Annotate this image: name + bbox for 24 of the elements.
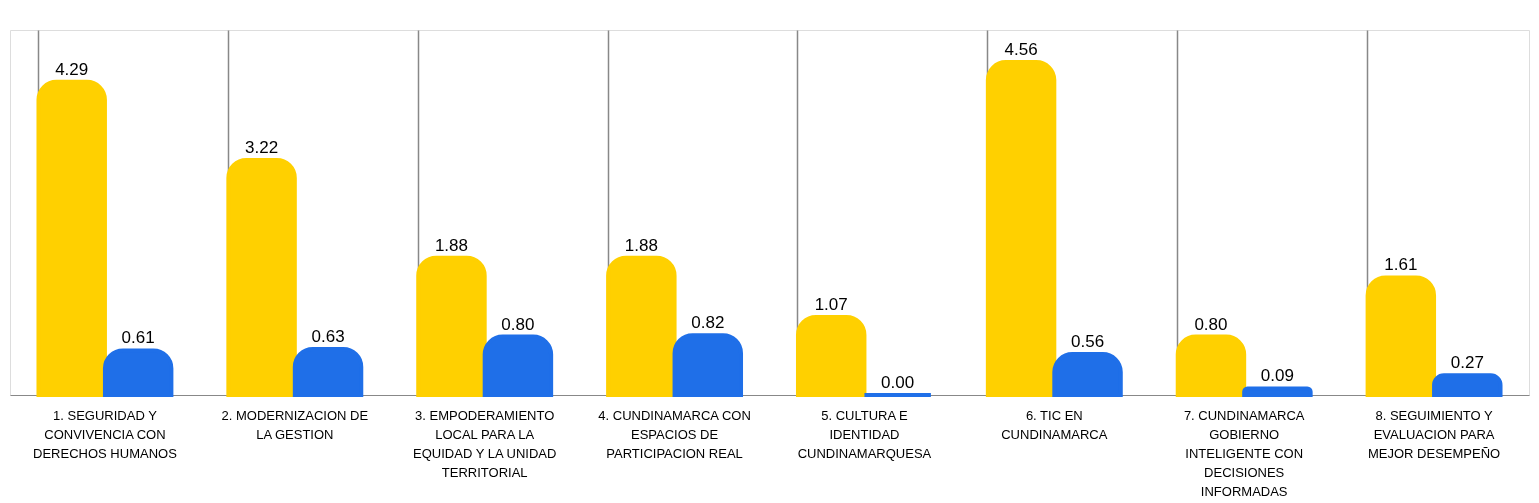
data-label: 0.00 [881, 373, 915, 392]
data-label: 3.22 [245, 137, 279, 157]
data-label: 0.80 [1194, 314, 1228, 334]
data-label: 4.29 [55, 59, 89, 79]
x-tick-label: 1. SEGURIDAD Y CONVIVENCIA CON DERECHOS HUMANOS [33, 407, 178, 461]
x-tick-label: 5. CULTURA E IDENTIDAD CUNDINAMARQUESA [797, 407, 932, 461]
data-label: 1.88 [434, 235, 469, 255]
data-label: 0.61 [121, 328, 155, 348]
x-tick-label: 3. EMPODERAMIENTO LOCAL PARA LA EQUIDAD Y LA UNIDAD TERRITORIAL [413, 407, 557, 480]
data-label: 0.80 [501, 314, 535, 334]
data-label: 1.61 [1384, 255, 1418, 275]
data-label: 0.09 [1260, 366, 1294, 386]
data-label: 4.56 [1004, 40, 1038, 60]
data-label: 1.07 [814, 294, 848, 314]
x-tick-label: 4. CUNDINAMARCA CON ESPACIOS DE PARTICIPACION REAL [598, 407, 751, 461]
x-tick-label: 8. SEGUIMIENTO Y EVALUACION PARA MEJOR DESEMPEÑO [1367, 407, 1501, 461]
x-tick-label: 6. TIC EN CUNDINAMARCA [1001, 407, 1108, 442]
data-label: 0.56 [1070, 332, 1105, 352]
data-label: 1.88 [624, 235, 658, 255]
data-label: 0.63 [311, 327, 345, 347]
x-tick-label: 7. CUNDINAMARCA GOBIERNO INTELIGENTE CON DECISIONES INFORMADAS [1183, 407, 1305, 499]
x-tick-label: 2. MODERNIZACION DE LA GESTION [221, 407, 369, 442]
data-label: 0.27 [1450, 353, 1484, 373]
data-label: 0.82 [691, 313, 725, 333]
